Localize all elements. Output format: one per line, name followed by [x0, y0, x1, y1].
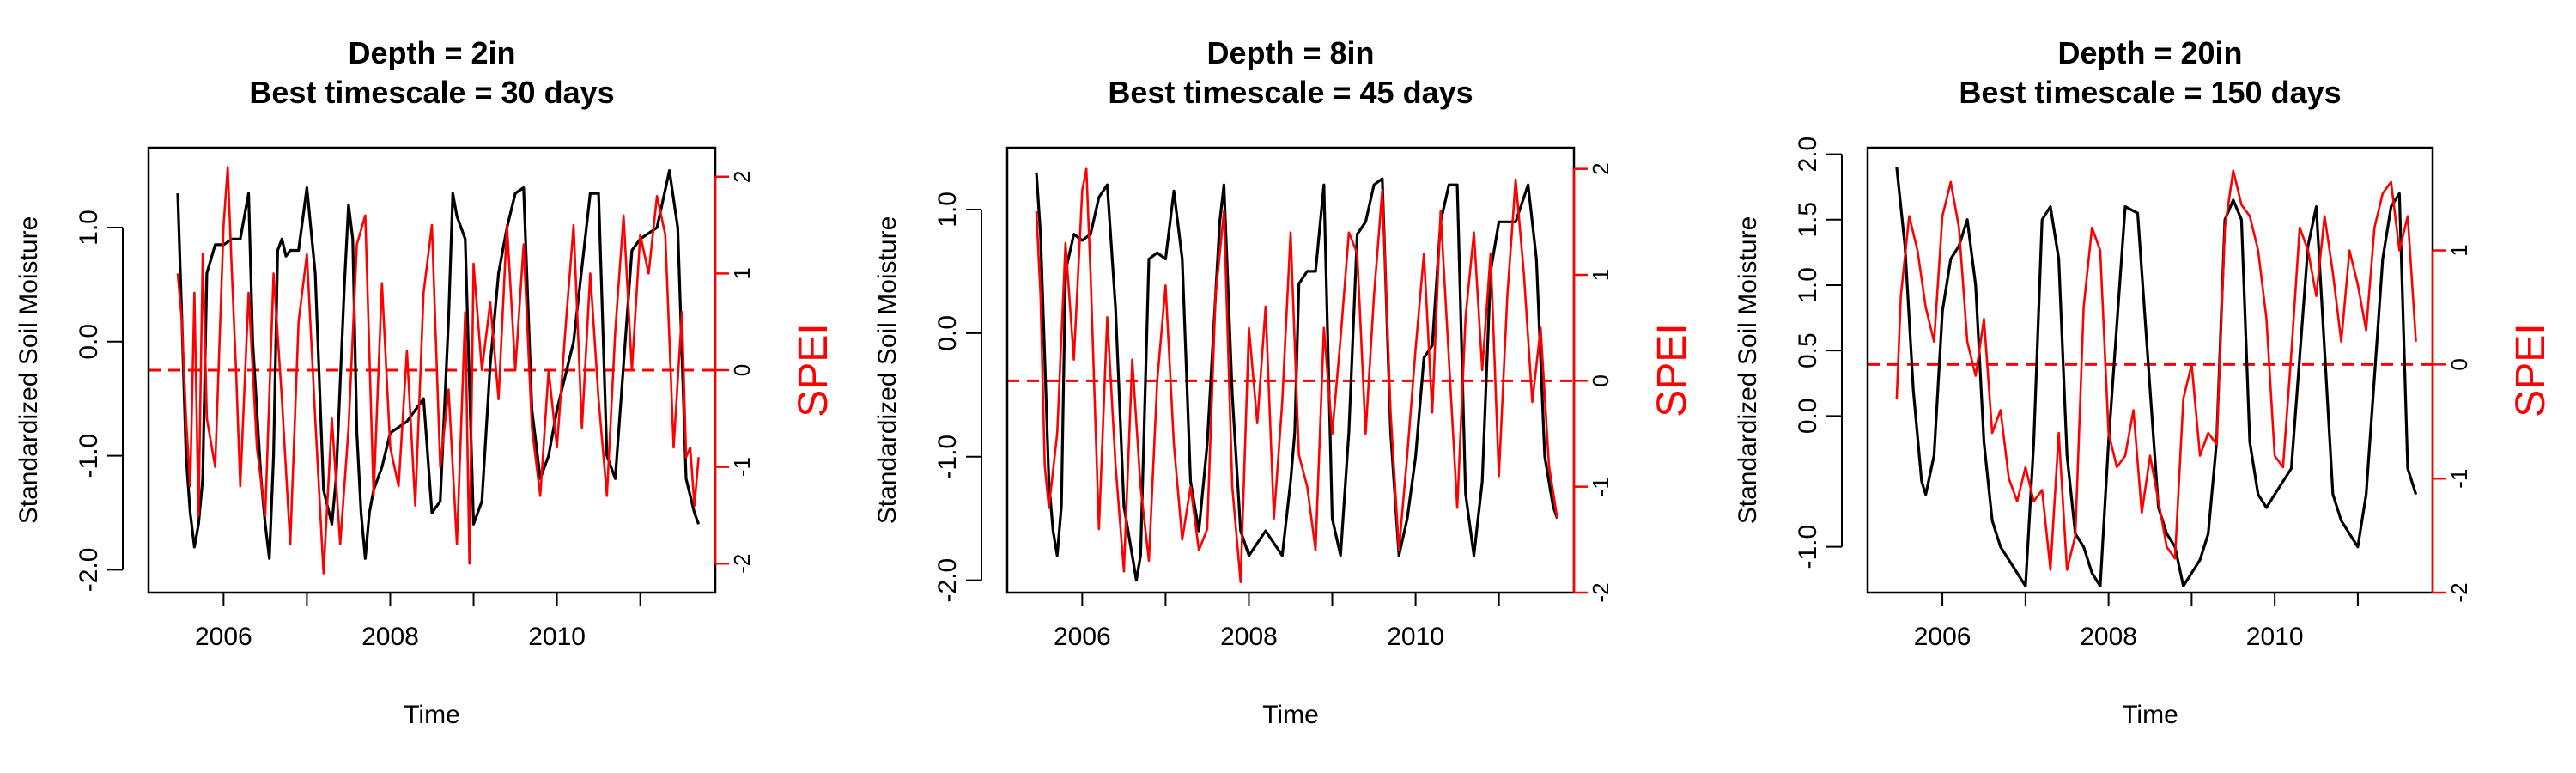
left-tick-label: 0.0 [1794, 398, 1822, 434]
right-tick-label: 2 [729, 171, 755, 183]
x-tick-label: 2008 [2080, 623, 2137, 651]
chart-subtitle: Best timescale = 30 days [249, 75, 614, 110]
left-tick-label: 1.0 [75, 210, 103, 246]
chart-panel-2: Depth = 8in Best timescale = 45 days -2.0 -… [873, 35, 1695, 729]
soil-moisture-series-line [1895, 167, 2418, 588]
x-tick-label: 2006 [1914, 623, 1971, 651]
right-tick-label: 1 [2446, 244, 2472, 256]
left-tick-label: 0.5 [1794, 332, 1822, 368]
x-tick-label: 2008 [1220, 623, 1278, 651]
right-tick-label: -1 [2446, 469, 2472, 489]
spei-series-line [176, 166, 700, 575]
right-tick-label: -2 [729, 554, 755, 574]
chart-subtitle: Best timescale = 150 days [1959, 75, 2341, 110]
spei-series-line [1035, 167, 1558, 584]
right-tick-label: -2 [2446, 582, 2472, 602]
x-axis-label: Time [1262, 701, 1319, 729]
plot-frame [1005, 146, 1576, 594]
left-tick-label: -1.0 [933, 435, 962, 479]
y2-axis-label: SPEI [1649, 323, 1695, 417]
y-axis-label: Standardized Soil Moisture [15, 216, 43, 525]
right-tick-label: -1 [1588, 477, 1613, 496]
x-tick-label: 2008 [361, 623, 419, 651]
left-tick-label: 1.0 [933, 192, 962, 228]
right-tick-label: 0 [729, 364, 755, 376]
left-tick-label: 0.0 [75, 324, 103, 360]
x-tick-label: 2010 [528, 623, 586, 651]
left-tick-label: -2.0 [933, 558, 962, 603]
chart-title: Depth = 8in [1206, 35, 1374, 70]
right-tick-label: 0 [2446, 358, 2472, 370]
plot-frame [1866, 146, 2434, 594]
right-tick-label: 2 [1588, 162, 1613, 174]
x-tick-label: 2010 [1387, 623, 1444, 651]
right-tick-label: -1 [729, 457, 755, 477]
left-tick-label: 1.5 [1794, 202, 1822, 238]
y2-axis-label: SPEI [2508, 323, 2554, 417]
y-axis-label: Standardized Soil Moisture [1734, 216, 1762, 525]
left-tick-label: 0.0 [933, 315, 962, 351]
x-tick-label: 2006 [1054, 623, 1111, 651]
right-tick-label: 0 [1588, 374, 1613, 386]
y2-axis-label: SPEI [791, 323, 836, 417]
right-tick-label: 1 [1588, 269, 1613, 281]
left-tick-label: -2.0 [75, 548, 103, 593]
right-tick-label: 1 [729, 267, 755, 279]
chart-panel-3: Depth = 20in Best timescale = 150 days -1.… [1734, 35, 2554, 729]
left-tick-label: -1.0 [75, 434, 103, 478]
x-tick-label: 2010 [2246, 623, 2304, 651]
spei-series-line [1895, 169, 2417, 571]
soil-moisture-series-line [176, 169, 701, 560]
y-axis-label: Standardized Soil Moisture [873, 216, 902, 525]
chart-title: Depth = 2in [348, 35, 515, 70]
x-axis-label: Time [404, 701, 460, 729]
x-axis-label: Time [2122, 701, 2178, 729]
left-tick-label: 2.0 [1794, 137, 1822, 173]
left-tick-label: -1.0 [1794, 525, 1822, 569]
x-tick-label: 2006 [195, 623, 252, 651]
chart-subtitle: Best timescale = 45 days [1108, 75, 1473, 110]
chart-title: Depth = 20in [2057, 35, 2242, 70]
left-tick-label: 1.0 [1794, 267, 1822, 303]
right-tick-label: -2 [1588, 582, 1613, 602]
chart-panel-1: Depth = 2in Best timescale = 30 days -2.0 -… [15, 35, 836, 729]
soil-moisture-series-line [1035, 172, 1559, 582]
